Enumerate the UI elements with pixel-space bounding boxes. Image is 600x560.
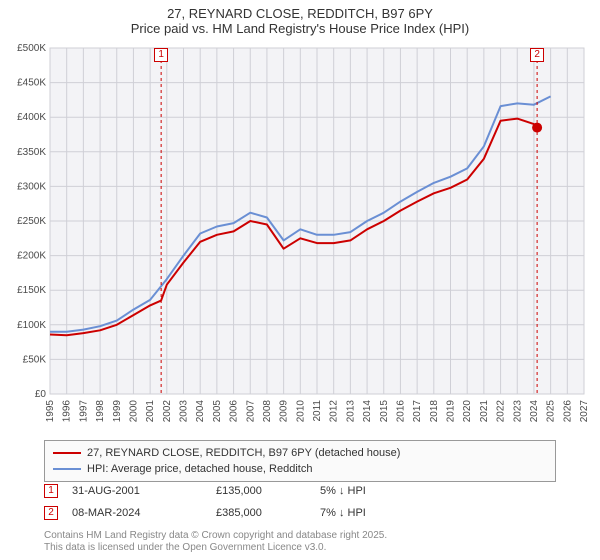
svg-text:£150K: £150K — [17, 285, 46, 296]
footnote-line: Contains HM Land Registry data © Crown c… — [44, 530, 556, 542]
svg-text:2013: 2013 — [345, 400, 356, 423]
chart-area: £0 £50K £100K £150K £200K £250K £300K £350K £400… — [8, 42, 592, 436]
footnote: Contains HM Land Registry data © Crown c… — [44, 530, 556, 554]
svg-text:£500K: £500K — [17, 43, 46, 54]
chart-title: 27, REYNARD CLOSE, REDDITCH, B97 6PY Pri… — [0, 0, 600, 38]
sale-marker-on-chart: 2 — [530, 48, 544, 62]
svg-text:2009: 2009 — [279, 400, 290, 423]
svg-text:£100K: £100K — [17, 320, 46, 331]
svg-text:2006: 2006 — [229, 400, 240, 423]
svg-text:£400K: £400K — [17, 112, 46, 123]
sale-delta: 7% ↓ HPI — [320, 507, 410, 519]
sale-marker-icon: 1 — [44, 484, 58, 498]
svg-text:2027: 2027 — [579, 400, 590, 423]
svg-text:2008: 2008 — [262, 400, 273, 423]
sale-delta: 5% ↓ HPI — [320, 485, 410, 497]
sales-table: 1 31-AUG-2001 £135,000 5% ↓ HPI 2 08-MAR… — [44, 480, 556, 524]
svg-text:1999: 1999 — [112, 400, 123, 423]
sale-date: 31-AUG-2001 — [72, 485, 202, 497]
svg-text:2007: 2007 — [245, 400, 256, 423]
svg-text:£250K: £250K — [17, 216, 46, 227]
title-subhead: Price paid vs. HM Land Registry's House … — [10, 21, 590, 36]
svg-text:2022: 2022 — [496, 400, 507, 423]
svg-text:2011: 2011 — [312, 400, 323, 422]
svg-text:2016: 2016 — [395, 400, 406, 423]
legend-label: 27, REYNARD CLOSE, REDDITCH, B97 6PY (de… — [87, 447, 400, 459]
sale-marker-icon: 2 — [44, 506, 58, 520]
svg-text:£200K: £200K — [17, 251, 46, 262]
svg-text:£450K: £450K — [17, 78, 46, 89]
svg-text:2024: 2024 — [529, 400, 540, 423]
legend-item: HPI: Average price, detached house, Redd… — [53, 461, 547, 477]
svg-text:2019: 2019 — [446, 400, 457, 423]
sale-marker-on-chart: 1 — [154, 48, 168, 62]
svg-text:1995: 1995 — [45, 400, 56, 423]
svg-text:2015: 2015 — [379, 400, 390, 423]
svg-text:2018: 2018 — [429, 400, 440, 423]
svg-text:1996: 1996 — [62, 400, 73, 423]
svg-text:2002: 2002 — [162, 400, 173, 423]
svg-text:£300K: £300K — [17, 181, 46, 192]
svg-text:2000: 2000 — [128, 400, 139, 423]
svg-text:2012: 2012 — [329, 400, 340, 423]
page-root: 27, REYNARD CLOSE, REDDITCH, B97 6PY Pri… — [0, 0, 600, 560]
svg-text:2021: 2021 — [479, 400, 490, 423]
title-address: 27, REYNARD CLOSE, REDDITCH, B97 6PY — [10, 6, 590, 21]
table-row: 2 08-MAR-2024 £385,000 7% ↓ HPI — [44, 502, 556, 524]
svg-text:2014: 2014 — [362, 400, 373, 423]
svg-text:2001: 2001 — [145, 400, 156, 423]
legend-item: 27, REYNARD CLOSE, REDDITCH, B97 6PY (de… — [53, 445, 547, 461]
line-chart-svg: £0 £50K £100K £150K £200K £250K £300K £350K £400… — [8, 42, 592, 436]
legend-swatch — [53, 452, 81, 454]
sale-date: 08-MAR-2024 — [72, 507, 202, 519]
svg-text:2017: 2017 — [412, 400, 423, 423]
legend: 27, REYNARD CLOSE, REDDITCH, B97 6PY (de… — [44, 440, 556, 482]
legend-swatch — [53, 468, 81, 470]
svg-text:2010: 2010 — [295, 400, 306, 423]
legend-label: HPI: Average price, detached house, Redd… — [87, 463, 312, 475]
svg-text:2004: 2004 — [195, 400, 206, 423]
svg-text:£350K: £350K — [17, 147, 46, 158]
svg-text:£50K: £50K — [23, 354, 47, 365]
svg-text:2023: 2023 — [512, 400, 523, 423]
svg-text:2025: 2025 — [546, 400, 557, 423]
svg-text:1997: 1997 — [78, 400, 89, 423]
svg-text:£0: £0 — [35, 389, 47, 400]
svg-text:2005: 2005 — [212, 400, 223, 423]
svg-text:1998: 1998 — [95, 400, 106, 423]
footnote-line: This data is licensed under the Open Gov… — [44, 542, 556, 554]
svg-text:2020: 2020 — [462, 400, 473, 423]
svg-text:2026: 2026 — [562, 400, 573, 423]
svg-text:2003: 2003 — [179, 400, 190, 423]
sale-price: £385,000 — [216, 507, 306, 519]
sale-price: £135,000 — [216, 485, 306, 497]
table-row: 1 31-AUG-2001 £135,000 5% ↓ HPI — [44, 480, 556, 502]
